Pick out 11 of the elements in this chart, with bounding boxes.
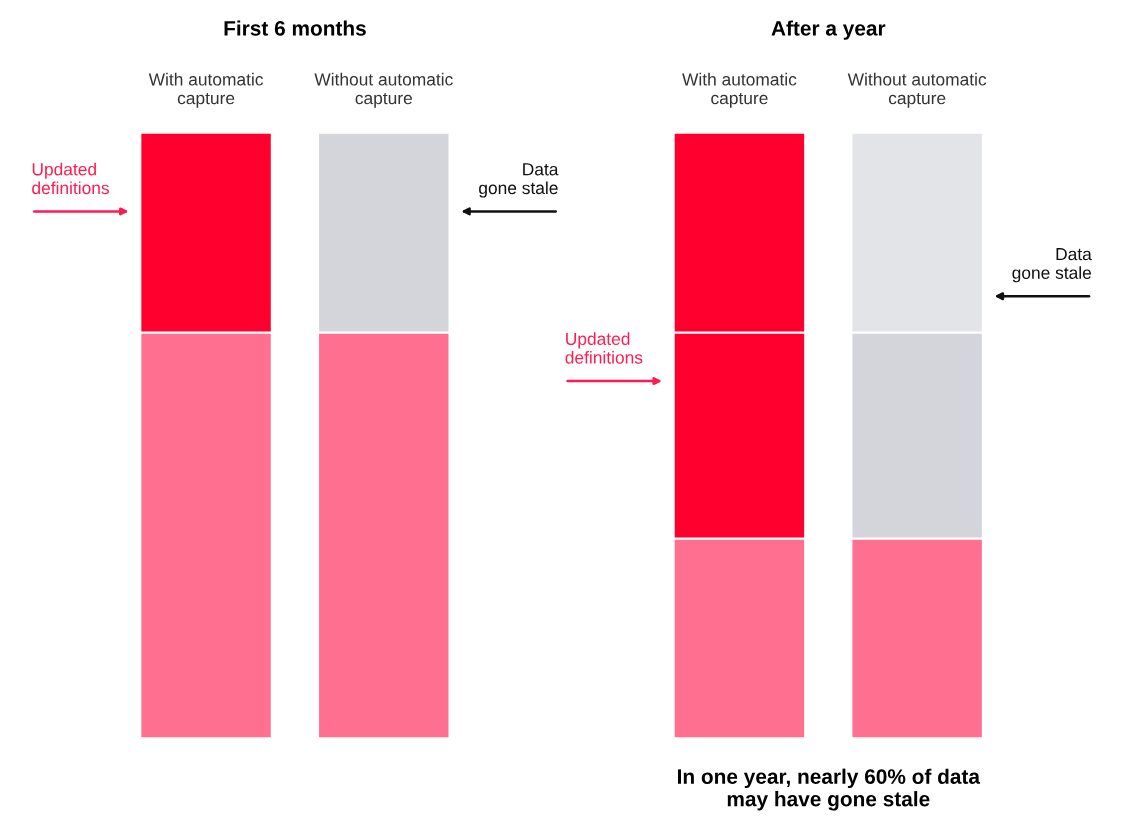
text: Data gone stale — [479, 163, 559, 198]
chart-title: First 6 months — [224, 20, 366, 36]
x-tick-label: With automatic capture — [148, 72, 264, 108]
x-tick-label: Without automatic capture — [314, 72, 453, 108]
x-tick-label: Without automatic capture — [847, 72, 987, 108]
text: In one year, nearly 60% of data may have gone stale — [678, 768, 981, 811]
chart-title: After a year — [771, 20, 886, 40]
x-tick-label: With automatic capture — [682, 72, 797, 108]
text: Data gone stale — [1012, 248, 1092, 283]
text: Updated definitions — [565, 332, 643, 364]
text: Updated definitions — [32, 162, 109, 195]
